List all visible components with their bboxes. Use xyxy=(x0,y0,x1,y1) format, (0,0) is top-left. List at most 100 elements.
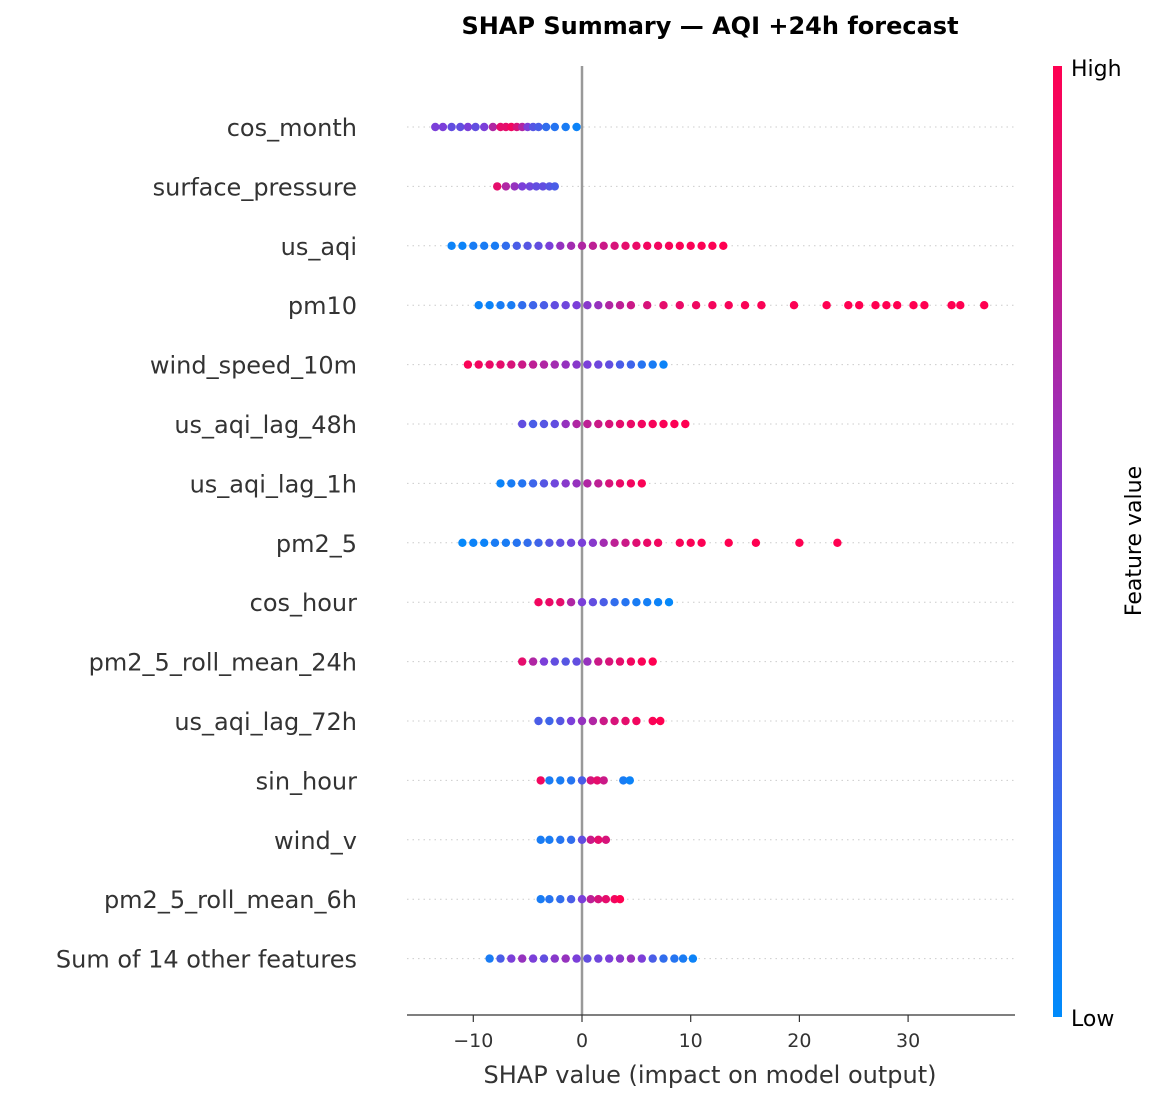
feature-label: wind_v xyxy=(274,827,357,855)
shap-point xyxy=(550,301,559,310)
shap-point xyxy=(583,657,592,666)
shap-point xyxy=(751,538,761,547)
shap-point xyxy=(447,241,456,250)
feature-row-points xyxy=(518,419,690,429)
shap-point xyxy=(507,479,516,488)
shap-point xyxy=(561,657,570,666)
shap-point xyxy=(550,419,559,429)
shap-point xyxy=(594,835,603,844)
shap-point xyxy=(534,241,543,250)
shap-point xyxy=(456,122,465,132)
feature-row-points xyxy=(534,598,674,607)
shap-point xyxy=(844,301,853,310)
shap-point xyxy=(583,301,592,310)
shap-point xyxy=(615,895,625,904)
x-tick-label: −10 xyxy=(453,1030,493,1052)
shap-point xyxy=(605,954,614,963)
feature-row-points xyxy=(474,301,989,310)
shap-point xyxy=(626,360,636,369)
shap-point xyxy=(545,835,554,844)
shap-point xyxy=(572,301,581,310)
shap-point xyxy=(664,598,674,607)
shap-point xyxy=(686,538,695,547)
shap-point xyxy=(643,598,652,607)
shap-point xyxy=(789,301,799,310)
shap-point xyxy=(594,419,603,429)
shap-point xyxy=(594,301,603,310)
shap-point xyxy=(615,479,625,488)
x-tick-label: 10 xyxy=(679,1030,703,1052)
feature-label: wind_speed_10m xyxy=(150,352,357,380)
shap-point xyxy=(490,538,500,547)
shap-point xyxy=(510,182,519,191)
shap-point xyxy=(686,241,695,250)
shap-point xyxy=(599,716,608,726)
shap-point xyxy=(601,895,611,904)
shap-point xyxy=(757,301,766,310)
shap-point xyxy=(719,241,728,250)
shap-point xyxy=(501,182,511,191)
shap-point xyxy=(463,360,473,369)
shap-point xyxy=(610,716,619,726)
shap-point xyxy=(488,122,498,132)
shap-point xyxy=(648,657,657,666)
shap-point xyxy=(518,301,527,310)
shap-point xyxy=(648,360,657,369)
shap-point xyxy=(643,241,652,250)
shap-point xyxy=(588,538,598,547)
shap-point xyxy=(474,360,483,369)
shap-point xyxy=(653,538,663,547)
feature-label: Sum of 14 other features xyxy=(56,946,357,974)
shap-point xyxy=(490,241,500,250)
shap-point xyxy=(691,301,701,310)
shap-point xyxy=(594,360,603,369)
shap-point xyxy=(485,360,494,369)
shap-point xyxy=(572,479,581,488)
shap-point xyxy=(447,122,456,132)
shap-point xyxy=(882,301,891,310)
shap-point xyxy=(561,360,570,369)
shap-point xyxy=(920,301,929,310)
feature-label: cos_month xyxy=(227,114,357,142)
feature-labels: cos_month surface_pressure us_aqi pm10 wind_… xyxy=(56,114,357,974)
feature-row-points xyxy=(536,895,625,904)
shap-point xyxy=(621,241,630,250)
feature-row-points xyxy=(463,360,668,369)
shap-point xyxy=(724,538,733,547)
shap-points xyxy=(431,122,989,963)
shap-point xyxy=(637,657,646,666)
shap-point xyxy=(615,360,625,369)
shap-point xyxy=(572,360,581,369)
shap-point xyxy=(577,598,587,607)
shap-point xyxy=(594,657,603,666)
shap-point xyxy=(637,419,646,429)
shap-point xyxy=(566,241,576,250)
shap-point xyxy=(708,301,717,310)
shap-point xyxy=(594,479,603,488)
shap-point xyxy=(566,538,576,547)
shap-point xyxy=(605,301,614,310)
shap-point xyxy=(545,895,554,904)
shap-point xyxy=(539,954,549,963)
feature-label: pm2_5_roll_mean_6h xyxy=(104,886,357,914)
shap-point xyxy=(512,538,521,547)
shap-point xyxy=(525,182,534,191)
shap-point xyxy=(855,301,864,310)
shap-point xyxy=(675,538,684,547)
shap-point xyxy=(583,419,592,429)
feature-row-points xyxy=(536,835,611,844)
shap-point xyxy=(474,301,483,310)
shap-point xyxy=(599,598,608,607)
chart-title: SHAP Summary — AQI +24h forecast xyxy=(461,12,958,40)
shap-point xyxy=(947,301,956,310)
feature-label: us_aqi_lag_72h xyxy=(174,708,357,736)
shap-point xyxy=(556,538,565,547)
shap-point xyxy=(588,598,598,607)
feature-label: pm10 xyxy=(288,292,357,320)
shap-point xyxy=(556,776,565,785)
shap-point xyxy=(740,301,750,310)
shap-point xyxy=(528,954,538,963)
shap-point xyxy=(512,241,521,250)
shap-point xyxy=(469,241,478,250)
